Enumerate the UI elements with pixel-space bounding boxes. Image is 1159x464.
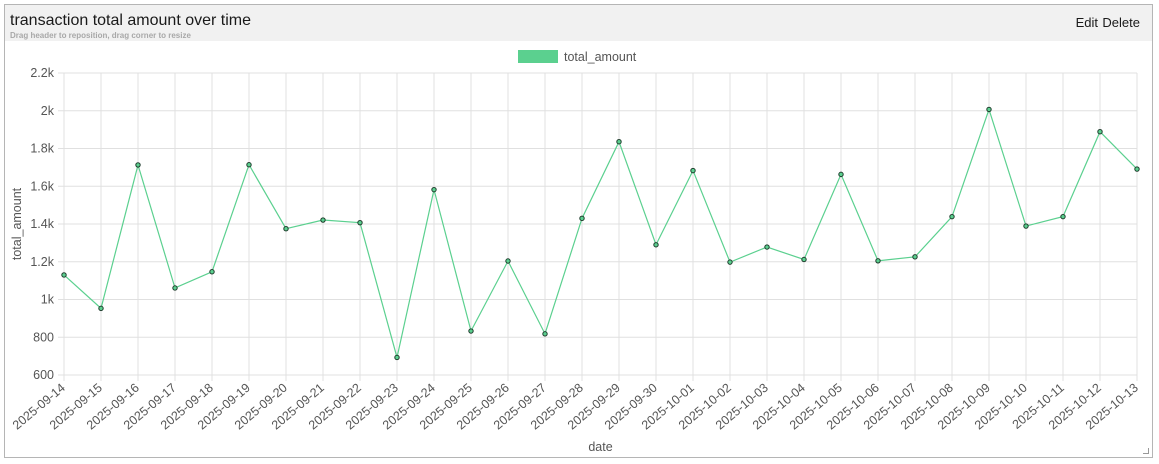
y-tick-label: 1.2k (30, 255, 54, 269)
data-point[interactable] (172, 285, 178, 291)
data-point[interactable] (653, 242, 659, 248)
y-tick-label: 1.6k (30, 179, 54, 193)
chart-panel: transaction total amount over time Drag … (4, 4, 1153, 458)
legend-swatch[interactable] (518, 50, 558, 63)
y-tick-label: 1.8k (30, 142, 54, 156)
data-point[interactable] (912, 254, 918, 260)
data-point[interactable] (838, 171, 844, 178)
y-tick-label: 2k (41, 104, 55, 118)
data-point[interactable] (1023, 223, 1029, 229)
y-axis-label: total_amount (10, 187, 24, 260)
y-tick-label: 2.2k (30, 66, 54, 80)
data-point[interactable] (1060, 213, 1066, 220)
data-point[interactable] (986, 106, 992, 113)
data-point[interactable] (357, 219, 363, 226)
legend-label[interactable]: total_amount (564, 50, 637, 64)
y-tick-label: 1k (41, 293, 55, 307)
data-point[interactable] (764, 244, 770, 250)
data-point[interactable] (616, 139, 622, 145)
data-point[interactable] (209, 269, 215, 275)
data-point[interactable] (61, 272, 67, 278)
data-point[interactable] (579, 215, 585, 222)
data-point[interactable] (801, 256, 807, 263)
data-point[interactable] (431, 186, 437, 193)
data-point[interactable] (727, 259, 733, 265)
data-point[interactable] (246, 162, 252, 168)
data-point[interactable] (505, 258, 511, 264)
data-point[interactable] (1134, 166, 1140, 172)
data-point[interactable] (875, 258, 881, 264)
y-tick-label: 600 (33, 368, 54, 382)
y-tick-label: 1.4k (30, 217, 54, 231)
data-point[interactable] (542, 331, 548, 337)
data-point[interactable] (320, 217, 326, 223)
y-tick-label: 800 (33, 330, 54, 344)
data-point[interactable] (135, 162, 141, 168)
data-point[interactable] (690, 167, 696, 174)
data-point[interactable] (949, 213, 955, 220)
data-point[interactable] (283, 226, 289, 232)
data-point[interactable] (1097, 129, 1103, 135)
data-point[interactable] (468, 328, 474, 334)
panel-title: transaction total amount over time (10, 12, 252, 29)
edit-button[interactable]: Edit (1075, 15, 1098, 30)
x-axis-label: date (588, 440, 612, 454)
delete-button[interactable]: Delete (1102, 15, 1140, 30)
resize-handle-icon[interactable] (1143, 448, 1149, 454)
data-point[interactable] (394, 354, 400, 361)
data-point[interactable] (98, 305, 104, 312)
panel-header-drag-handle[interactable]: transaction total amount over time Drag … (5, 5, 1152, 41)
data-line (63, 107, 1138, 358)
panel-hint: Drag header to reposition, drag corner t… (10, 31, 191, 40)
